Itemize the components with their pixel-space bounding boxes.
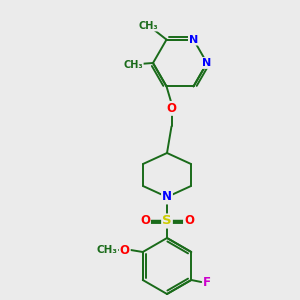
Text: O: O bbox=[140, 214, 150, 227]
Text: S: S bbox=[162, 214, 172, 227]
Text: CH₃: CH₃ bbox=[139, 21, 158, 31]
Text: CH₃: CH₃ bbox=[96, 245, 117, 255]
Text: N: N bbox=[162, 190, 172, 203]
Text: O: O bbox=[120, 244, 130, 256]
Text: N: N bbox=[202, 58, 211, 68]
Text: N: N bbox=[189, 34, 198, 45]
Text: CH₃: CH₃ bbox=[123, 60, 143, 70]
Text: O: O bbox=[184, 214, 194, 227]
Text: F: F bbox=[203, 275, 211, 289]
Text: O: O bbox=[167, 102, 176, 115]
